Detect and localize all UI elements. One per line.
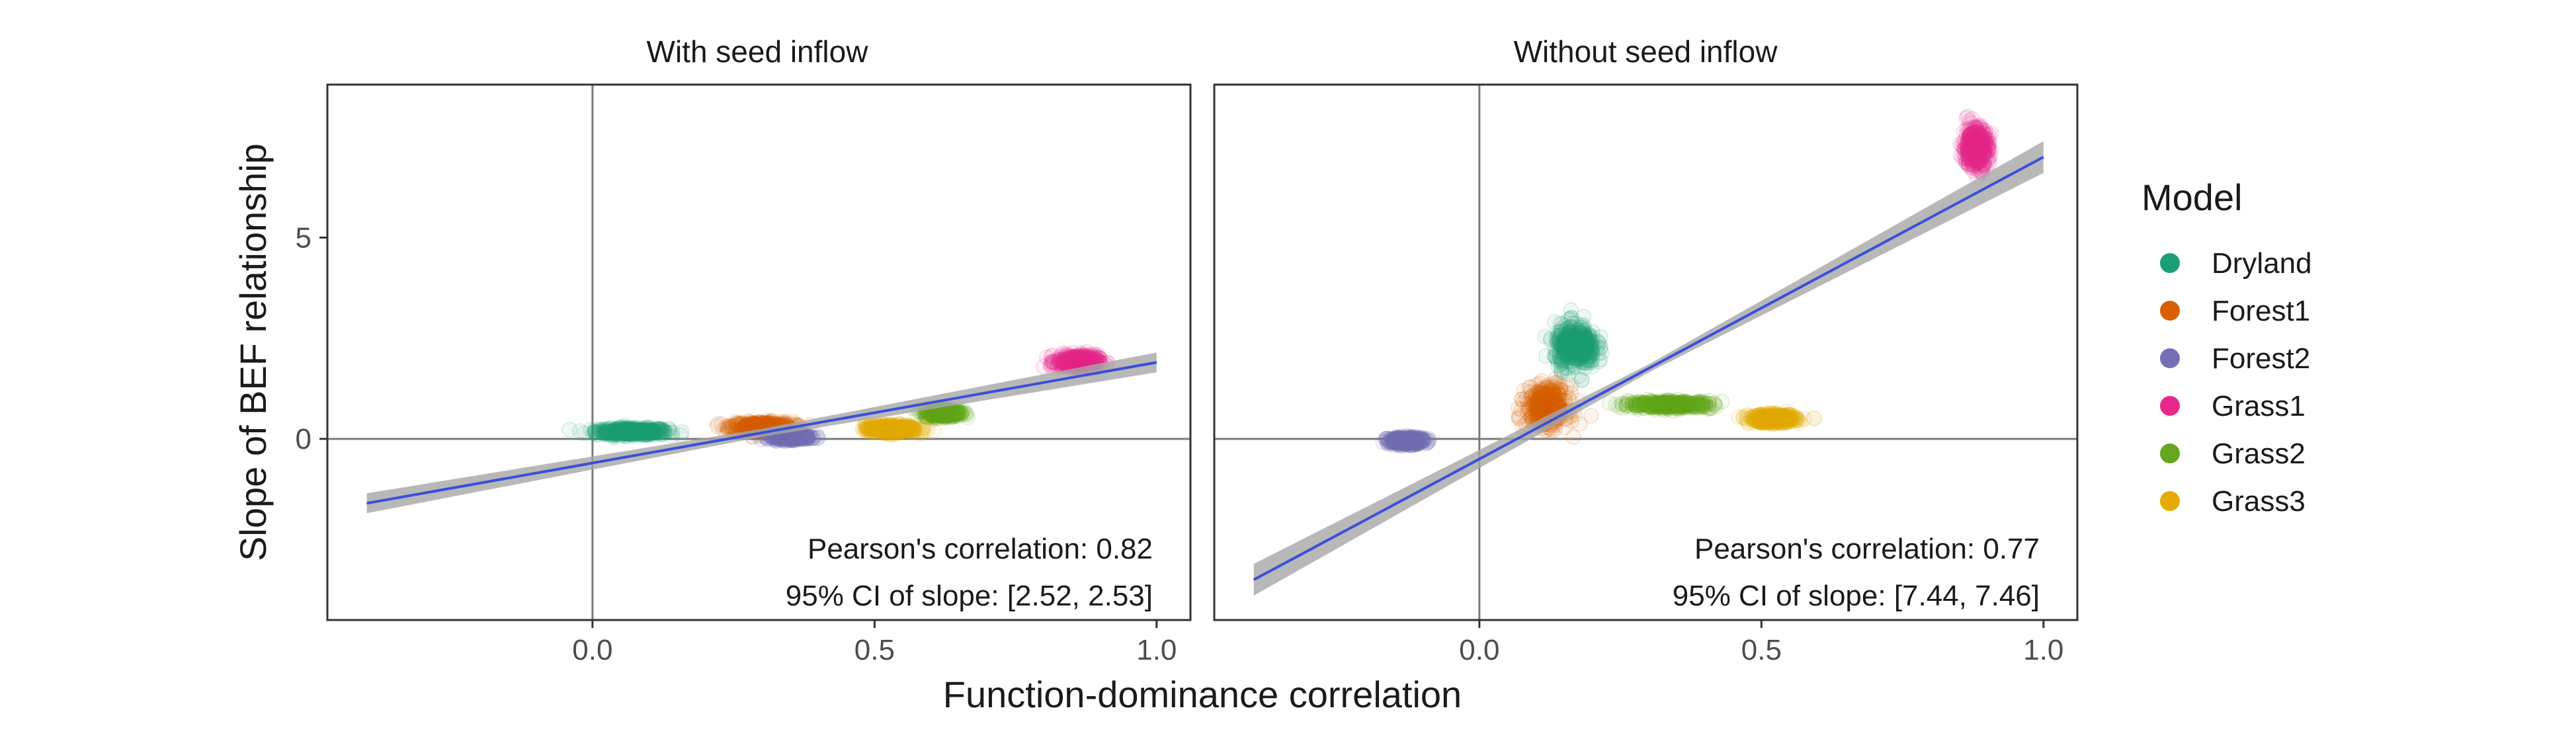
slope-ci-annotation: 95% CI of slope: [2.52, 2.53] bbox=[786, 580, 1153, 612]
data-point bbox=[884, 420, 899, 435]
data-point bbox=[598, 424, 612, 438]
data-point bbox=[1653, 399, 1667, 414]
series-grass2-points bbox=[1602, 392, 1729, 418]
data-point bbox=[1583, 356, 1598, 370]
data-point bbox=[1556, 332, 1571, 346]
data-point bbox=[1036, 360, 1051, 374]
regression-line bbox=[367, 362, 1157, 503]
data-point bbox=[917, 422, 932, 437]
data-point bbox=[1532, 376, 1547, 391]
data-point bbox=[1618, 397, 1633, 411]
data-point bbox=[1397, 431, 1411, 446]
data-point bbox=[1566, 430, 1581, 444]
series-dryland-points bbox=[1538, 303, 1609, 388]
data-point bbox=[1682, 395, 1696, 410]
series-forest2-points bbox=[1376, 428, 1436, 453]
pearson-correlation-annotation: Pearson's correlation: 0.82 bbox=[808, 533, 1153, 565]
data-point bbox=[629, 422, 644, 437]
panel-title: Without seed inflow bbox=[1514, 34, 1778, 69]
data-point bbox=[577, 426, 592, 441]
series-grass3-points bbox=[1731, 405, 1821, 432]
data-point bbox=[1964, 138, 1979, 153]
data-point bbox=[611, 421, 626, 436]
series-dryland-points bbox=[562, 418, 689, 446]
data-point bbox=[721, 418, 735, 433]
panel-without-seed-inflow: Without seed inflow Pearson's correlatio… bbox=[1214, 34, 2077, 620]
data-point bbox=[1520, 405, 1535, 420]
panel-with-seed-inflow: With seed inflow Pearson's correlation: … bbox=[327, 34, 1190, 620]
data-point bbox=[954, 405, 968, 420]
data-point bbox=[1807, 411, 1821, 426]
data-point bbox=[1574, 338, 1589, 352]
data-point bbox=[1584, 408, 1599, 423]
data-point bbox=[1517, 383, 1531, 398]
panel-title: With seed inflow bbox=[647, 34, 869, 69]
data-point bbox=[1602, 396, 1617, 410]
data-point bbox=[1698, 396, 1712, 410]
data-point bbox=[651, 427, 666, 442]
